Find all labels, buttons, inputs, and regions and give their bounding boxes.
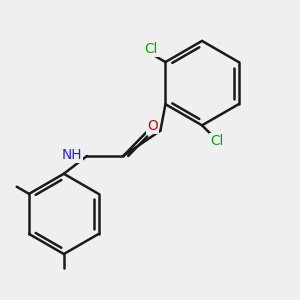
Text: Cl: Cl [210,134,223,148]
Text: O: O [147,119,158,133]
Text: NH: NH [61,148,82,162]
Text: Cl: Cl [144,42,158,56]
